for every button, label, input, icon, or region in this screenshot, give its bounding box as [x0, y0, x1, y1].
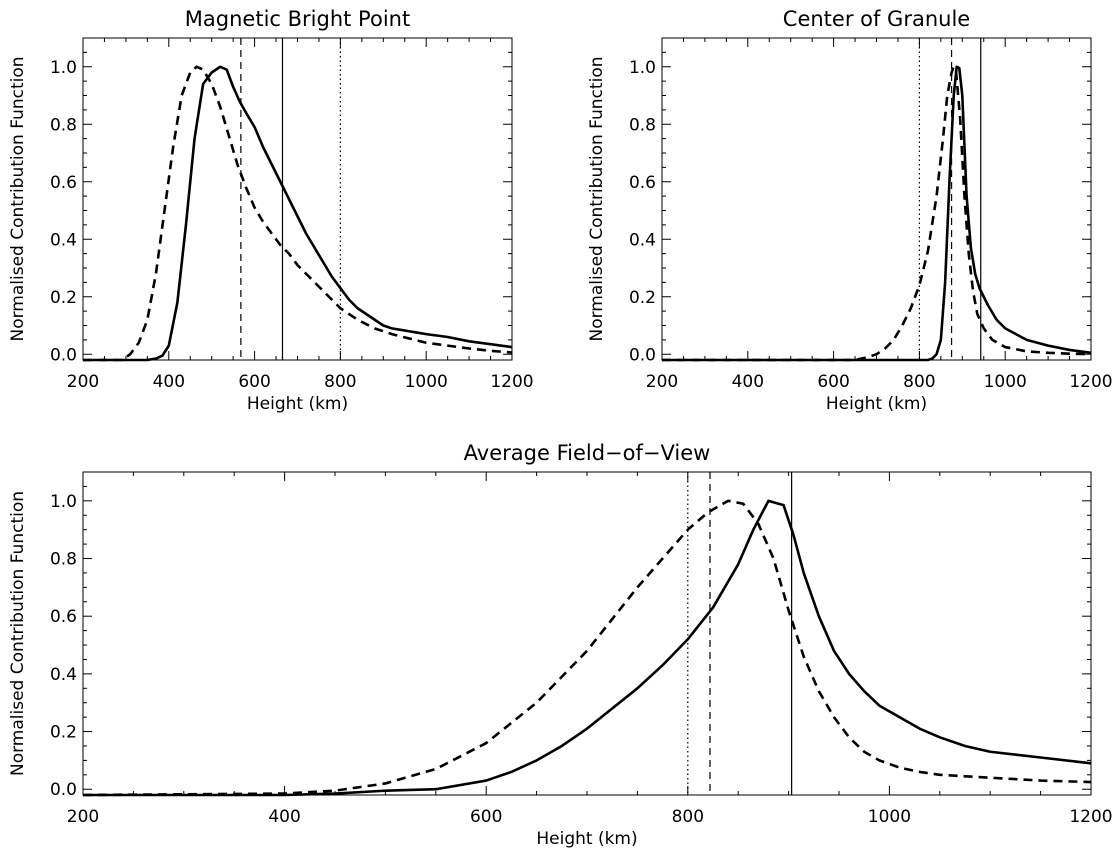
y-tick-label: 0.2	[629, 288, 656, 308]
y-axis-label: Normalised Contribution Function	[587, 56, 607, 341]
y-tick-label: 0.8	[50, 550, 77, 570]
y-tick-label: 0.2	[50, 288, 77, 308]
chart-title: Magnetic Bright Point	[185, 7, 410, 31]
y-tick-label: 0.6	[50, 607, 77, 627]
x-tick-label: 1000	[868, 807, 911, 827]
x-tick-label: 800	[324, 372, 356, 392]
y-tick-label: 0.6	[629, 173, 656, 193]
x-tick-label: 200	[646, 372, 678, 392]
x-tick-label: 600	[238, 372, 270, 392]
x-axis-label: Height (km)	[247, 394, 348, 414]
y-axis-label: Normalised Contribution Function	[8, 56, 28, 341]
y-tick-label: 0.8	[50, 115, 77, 135]
y-tick-label: 0.4	[629, 230, 656, 250]
y-tick-label: 0.6	[50, 173, 77, 193]
chart-panel-3: 200 400 600 800 1000 1200 0.0 0.2 0.4 0.6 0.8 1.0 Av…	[8, 441, 1113, 849]
x-tick-label: 1000	[984, 372, 1027, 392]
y-tick-label: 0.8	[629, 115, 656, 135]
x-tick-label: 600	[470, 807, 502, 827]
chart-title: Center of Granule	[783, 7, 970, 31]
x-tick-label: 800	[672, 807, 704, 827]
x-tick-label: 800	[903, 372, 935, 392]
y-tick-label: 1.0	[629, 58, 656, 78]
series-line-solid	[83, 499, 1092, 797]
series-line-dashed	[82, 499, 1092, 797]
plot-frame	[82, 471, 1092, 796]
series-line-dashed	[83, 65, 513, 362]
y-tick-label: 1.0	[50, 58, 77, 78]
chart-panel-1: 200 400 600 800 1000 1200 0.0 0.2 0.4 0.6 0.8 1.0 Ma…	[8, 7, 534, 414]
series-line-solid	[83, 65, 513, 362]
x-tick-label: 1000	[405, 372, 448, 392]
series-line-solid	[662, 65, 1092, 362]
plot-frame	[82, 37, 513, 361]
y-tick-label: 0.2	[50, 723, 77, 743]
y-tick-label: 0.4	[50, 665, 77, 685]
x-tick-label: 600	[817, 372, 849, 392]
y-tick-label: 0.4	[50, 230, 77, 250]
x-tick-label: 1200	[1069, 372, 1112, 392]
chart-title: Average Field−of−View	[464, 441, 711, 465]
x-axis-label: Height (km)	[826, 394, 927, 414]
x-axis-label: Height (km)	[536, 829, 637, 849]
x-tick-label: 200	[67, 372, 99, 392]
plot-frame	[661, 37, 1092, 361]
x-tick-label: 400	[153, 372, 185, 392]
x-tick-label: 200	[67, 807, 99, 827]
series-line-dashed	[662, 65, 1092, 362]
y-tick-label: 0.0	[50, 345, 77, 365]
x-tick-label: 400	[732, 372, 764, 392]
y-tick-label: 0.0	[50, 780, 77, 800]
y-tick-label: 1.0	[50, 492, 77, 512]
y-axis-label: Normalised Contribution Function	[8, 491, 28, 776]
x-tick-label: 1200	[490, 372, 533, 392]
chart-panel-2: 200 400 600 800 1000 1200 0.0 0.2 0.4 0.6 0.8 1.0 Ce…	[587, 7, 1113, 414]
x-tick-label: 1200	[1069, 807, 1112, 827]
y-tick-label: 0.0	[629, 345, 656, 365]
x-tick-label: 400	[268, 807, 300, 827]
